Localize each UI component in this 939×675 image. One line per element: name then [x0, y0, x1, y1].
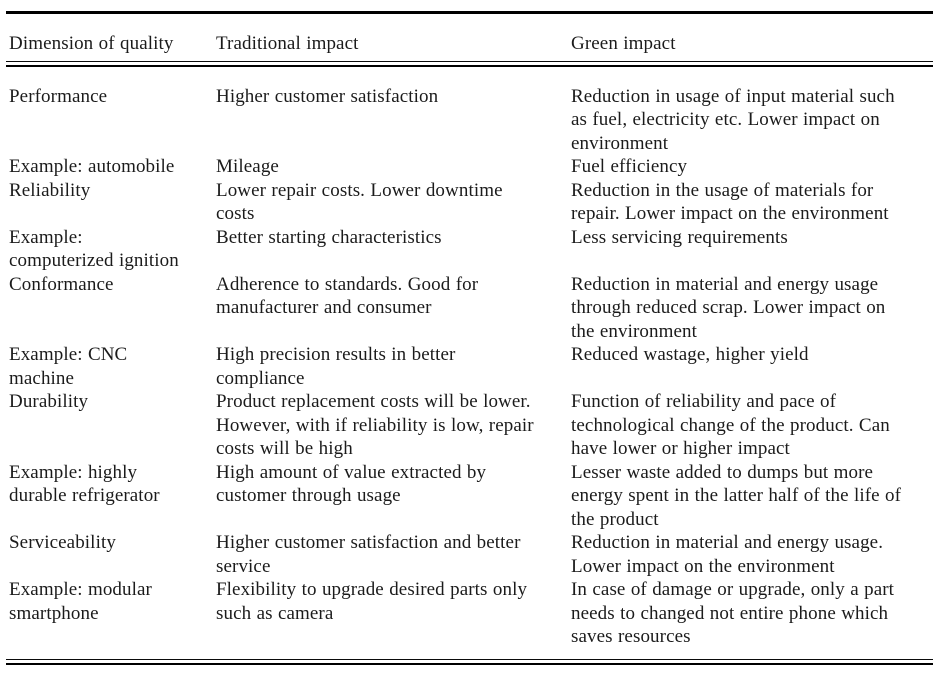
- cell-traditional-impact: Adherence to standards. Good for manufac…: [216, 273, 479, 319]
- cell-traditional-impact: High amount of value extracted by custom…: [216, 461, 487, 507]
- column-header-green-impact: Green impact: [571, 33, 676, 54]
- cell-traditional-impact: Higher customer satisfaction: [216, 85, 439, 107]
- cell-dimension: Performance: [9, 85, 108, 107]
- table-body: Performance Higher customer satisfaction…: [0, 67, 939, 649]
- cell-green-impact: Lesser waste added to dumps but more ene…: [571, 461, 902, 530]
- table-header-row: Dimension of quality Traditional impact …: [0, 14, 939, 61]
- cell-dimension: Example: CNC machine: [9, 344, 128, 389]
- cell-traditional-impact: Flexibility to upgrade desired parts onl…: [216, 579, 528, 624]
- cell-traditional-impact: Better starting characteristics: [216, 226, 442, 248]
- header-separator-rule: [6, 60, 933, 67]
- cell-traditional-impact: Mileage: [216, 156, 279, 177]
- cell-green-impact: Reduction in the usage of materials for …: [571, 179, 889, 225]
- table-row: Durability Product replacement costs wil…: [0, 390, 939, 461]
- table-row: Example: automobile Mileage Fuel efficie…: [0, 155, 939, 179]
- cell-traditional-impact: High precision results in better complia…: [216, 344, 456, 389]
- table-row: Performance Higher customer satisfaction…: [0, 85, 939, 156]
- table-row: Example: CNC machine High precision resu…: [0, 343, 939, 390]
- cell-green-impact: In case of damage or upgrade, only a par…: [571, 579, 895, 647]
- cell-dimension: Example: automobile: [9, 156, 175, 177]
- cell-dimension: Serviceability: [9, 532, 116, 553]
- table-row: Example: modular smartphone Flexibility …: [0, 578, 939, 649]
- cell-dimension: Example: highly durable refrigerator: [9, 461, 160, 507]
- table-row: Reliability Lower repair costs. Lower do…: [0, 179, 939, 226]
- cell-green-impact: Reduction in material and energy usage t…: [571, 273, 886, 342]
- cell-traditional-impact: Product replacement costs will be lower.…: [216, 391, 534, 459]
- table-row: Conformance Adherence to standards. Good…: [0, 273, 939, 344]
- table-row: Serviceability Higher customer satisfact…: [0, 531, 939, 578]
- table-top-rule: [6, 11, 933, 14]
- cell-dimension: Example: computerized ignition: [9, 226, 179, 272]
- cell-green-impact: Reduced wastage, higher yield: [571, 344, 809, 365]
- cell-green-impact: Reduction in usage of input material suc…: [571, 85, 895, 154]
- cell-dimension: Conformance: [9, 273, 114, 295]
- cell-traditional-impact: Lower repair costs. Lower downtime costs: [216, 179, 503, 225]
- cell-traditional-impact: Higher customer satisfaction and better …: [216, 532, 521, 577]
- table-row: Example: highly durable refrigerator Hig…: [0, 461, 939, 532]
- column-header-traditional-impact: Traditional impact: [216, 33, 359, 54]
- cell-dimension: Example: modular smartphone: [9, 579, 152, 624]
- column-header-dimension-of-quality: Dimension of quality: [9, 33, 174, 54]
- cell-green-impact: Function of reliability and pace of tech…: [571, 391, 890, 459]
- cell-green-impact: Fuel efficiency: [571, 156, 688, 177]
- table-row: Example: computerized ignition Better st…: [0, 226, 939, 273]
- table-bottom-rule: [6, 658, 933, 665]
- cell-green-impact: Reduction in material and energy usage. …: [571, 532, 884, 577]
- cell-dimension: Durability: [9, 391, 89, 412]
- cell-dimension: Reliability: [9, 179, 91, 201]
- cell-green-impact: Less servicing requirements: [571, 226, 788, 248]
